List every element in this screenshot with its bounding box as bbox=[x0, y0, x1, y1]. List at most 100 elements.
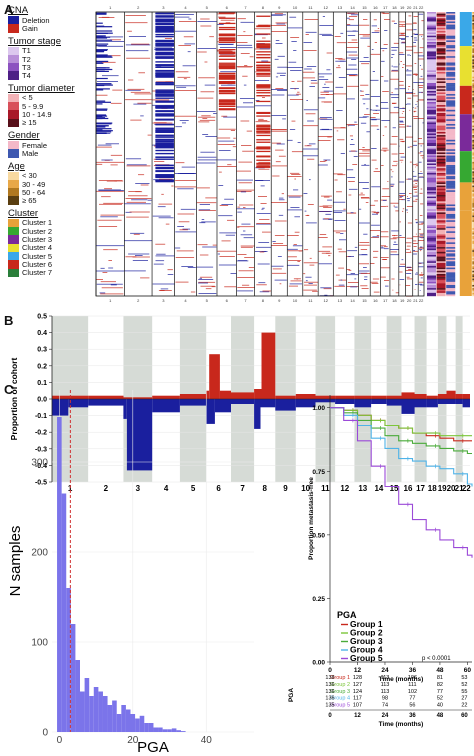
cluster-block bbox=[459, 114, 472, 152]
legend-label: Deletion bbox=[22, 15, 50, 25]
annotation-cell bbox=[472, 281, 474, 284]
annotation-cell bbox=[446, 75, 456, 77]
cna-segment bbox=[281, 193, 284, 195]
cna-segment bbox=[405, 242, 412, 244]
cna-segment bbox=[256, 87, 271, 89]
cna-segment bbox=[96, 163, 103, 165]
cna-segment bbox=[237, 290, 254, 292]
cna-segment bbox=[237, 226, 254, 228]
cna-segment bbox=[420, 277, 423, 279]
cna-segment bbox=[333, 173, 343, 175]
cna-segment bbox=[287, 139, 293, 141]
cna-segment bbox=[256, 115, 271, 117]
cna-segment bbox=[275, 40, 280, 41]
cna-segment bbox=[98, 226, 118, 227]
annotation-cell bbox=[446, 253, 456, 256]
cna-segment bbox=[373, 171, 380, 172]
cna-segment bbox=[243, 207, 246, 208]
cna-segment bbox=[99, 203, 122, 205]
cna-segment bbox=[255, 71, 271, 73]
cna-segment bbox=[349, 144, 355, 145]
cna-segment bbox=[160, 288, 169, 290]
cna-segment bbox=[128, 79, 134, 81]
annotation-cell bbox=[472, 225, 474, 227]
cna-segment bbox=[400, 33, 405, 35]
cna-segment bbox=[346, 124, 358, 125]
cna-segment bbox=[407, 196, 408, 197]
annotation-cell bbox=[427, 191, 436, 194]
cna-segment bbox=[358, 182, 369, 183]
annotation-cell bbox=[446, 210, 456, 213]
cna-segment bbox=[348, 19, 354, 21]
legend-label: T2 bbox=[22, 54, 31, 64]
cna-segment bbox=[415, 198, 418, 200]
cna-segment bbox=[321, 195, 332, 197]
cna-segment bbox=[381, 246, 383, 248]
cna-segment bbox=[382, 135, 385, 136]
annotation-cell bbox=[436, 138, 446, 140]
annotation-cell bbox=[436, 259, 446, 262]
annotation-cell bbox=[472, 190, 474, 193]
cna-segment bbox=[362, 98, 371, 100]
column-label-top: 6 bbox=[226, 5, 229, 10]
annotation-cell bbox=[436, 94, 446, 96]
cna-segment bbox=[390, 202, 399, 204]
cna-segment bbox=[362, 147, 365, 148]
cna-segment bbox=[399, 235, 402, 236]
annotation-cell bbox=[472, 75, 474, 77]
cna-segment bbox=[303, 42, 313, 43]
cna-segment bbox=[351, 39, 358, 41]
cna-segment bbox=[391, 65, 393, 67]
cna-segment bbox=[155, 134, 174, 136]
cna-segment bbox=[392, 103, 396, 104]
cna-segment bbox=[406, 267, 412, 268]
legend-swatch bbox=[8, 260, 19, 269]
annotation-cell bbox=[427, 48, 436, 51]
cna-segment bbox=[371, 148, 377, 149]
annotation-cell bbox=[446, 277, 456, 279]
cna-segment bbox=[155, 114, 174, 117]
cna-segment bbox=[260, 185, 265, 187]
annotation-cell bbox=[436, 201, 446, 204]
cna-segment bbox=[202, 118, 208, 119]
annotation-cell bbox=[472, 27, 474, 30]
cna-segment bbox=[405, 136, 413, 138]
annotation-cell bbox=[446, 262, 456, 265]
annotation-cell bbox=[436, 90, 446, 93]
cna-segment bbox=[406, 125, 409, 127]
annotation-cell bbox=[427, 273, 436, 276]
annotation-cell bbox=[436, 59, 446, 62]
cna-segment bbox=[302, 148, 319, 150]
cna-segment bbox=[346, 68, 358, 70]
cna-segment bbox=[181, 266, 194, 267]
annotation-cell bbox=[436, 79, 446, 82]
annotation-cell bbox=[436, 18, 446, 21]
annotation-cell bbox=[436, 34, 446, 36]
cna-segment bbox=[338, 279, 347, 281]
cna-segment bbox=[340, 233, 344, 234]
cna-segment bbox=[256, 61, 271, 63]
annotation-cell bbox=[446, 97, 456, 99]
cna-segment bbox=[391, 136, 398, 137]
cna-segment bbox=[418, 143, 424, 145]
annotation-cell bbox=[427, 79, 436, 82]
cna-segment bbox=[413, 33, 418, 35]
cna-segment bbox=[96, 70, 109, 72]
cna-segment bbox=[218, 62, 236, 64]
panel-label-b: B bbox=[4, 313, 14, 328]
cna-segment bbox=[165, 223, 170, 225]
cna-segment bbox=[371, 283, 379, 284]
cna-segment bbox=[324, 218, 330, 220]
cna-segment bbox=[360, 273, 371, 274]
cna-segment bbox=[221, 84, 236, 86]
annotation-cell bbox=[446, 49, 456, 52]
column-label-top: 12 bbox=[324, 5, 329, 10]
heatmap-legend: CNA Deletion Gain Tumor stage T1 T2 T3 T4… bbox=[8, 2, 96, 302]
cna-segment bbox=[416, 272, 418, 274]
annotation-cell bbox=[472, 185, 474, 188]
annotation-cell bbox=[427, 92, 436, 95]
annotation-cell bbox=[446, 171, 456, 174]
cna-segment bbox=[98, 190, 124, 191]
annotation-cell bbox=[472, 98, 474, 101]
annotation-cell bbox=[427, 266, 436, 268]
